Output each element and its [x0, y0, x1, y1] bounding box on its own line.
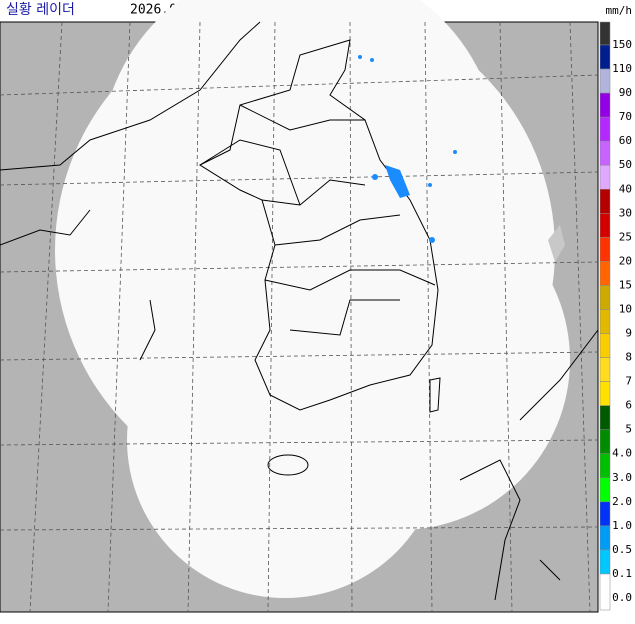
map: [0, 21, 599, 613]
scale-label: 40: [619, 182, 632, 195]
scale-label: 8: [625, 351, 632, 364]
scale-label: 50: [619, 158, 632, 171]
title: 실황 레이더: [6, 2, 75, 18]
scale-segment: [599, 44, 611, 70]
scale-segment: [599, 381, 611, 406]
scale-segment: [599, 285, 611, 310]
scale-segment: [599, 140, 611, 166]
scale-segment: [599, 477, 611, 503]
scale-segment: [599, 525, 611, 551]
scale-label: 150: [612, 38, 632, 51]
scale-segment: [599, 357, 611, 382]
scale-label: 9: [625, 327, 632, 340]
scale-segment: [599, 453, 611, 479]
scale-label: 110: [612, 62, 632, 75]
scale-label: 0.1: [612, 567, 632, 580]
color-scale: 150 110 90 70 60 50 40 30 25 20 15 10 9 8 7 6 5 4.0 3.0 2.0…: [599, 21, 632, 611]
scale-label: 3.0: [612, 471, 632, 484]
scale-segment: [599, 237, 611, 262]
scale-label: 4.0: [612, 447, 632, 460]
scale-label: 7: [625, 375, 632, 388]
scale-label: 30: [619, 206, 632, 219]
scale-label: 10: [619, 302, 632, 315]
scale-label: 1.0: [612, 519, 632, 532]
scale-segment: [599, 261, 611, 286]
scale-label: 60: [619, 134, 632, 147]
scale-label: 0.5: [612, 543, 632, 556]
scale-label: 0.0: [612, 591, 632, 604]
scale-segment: [599, 333, 611, 358]
scale-label: 6: [625, 399, 632, 412]
scale-segment: [599, 213, 611, 238]
scale-segment: [599, 92, 611, 118]
rain-echo: [358, 55, 457, 243]
scale-label: 2.0: [612, 495, 632, 508]
scale-label: 25: [619, 230, 632, 243]
scale-label: 15: [619, 278, 632, 291]
scale-label: 70: [619, 110, 632, 123]
scale-segment: [599, 405, 611, 430]
scale-segment: [599, 189, 611, 214]
scale-segment: [599, 549, 611, 575]
scale-segment: [599, 164, 611, 190]
scale-segment: [599, 501, 611, 527]
scale-segment: [599, 68, 611, 94]
scale-segment: [599, 573, 611, 611]
scale-segment: [599, 21, 611, 46]
unit: mm/h: [606, 4, 633, 17]
scale-segment: [599, 429, 611, 454]
scale-label: 5: [625, 423, 632, 436]
scale-segment: [599, 309, 611, 334]
scale-label: 20: [619, 254, 632, 267]
scale-label: 90: [619, 86, 632, 99]
scale-segment: [599, 116, 611, 142]
